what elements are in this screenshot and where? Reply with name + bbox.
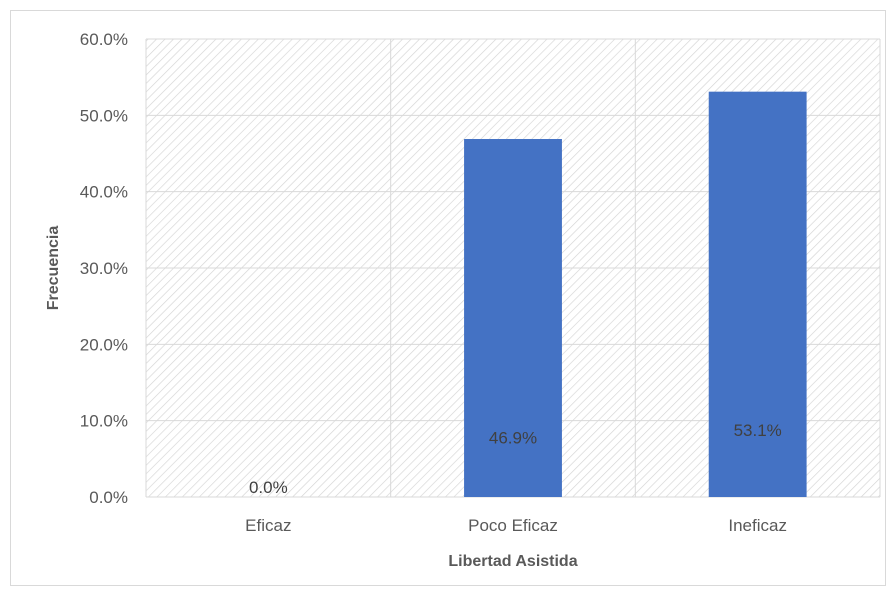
data-label: 46.9%	[489, 428, 537, 447]
x-axis-categories: Eficaz Poco Eficaz Ineficaz	[245, 516, 787, 535]
y-tick-label: 60.0%	[80, 30, 128, 49]
x-category-label: Eficaz	[245, 516, 291, 535]
y-tick-label: 20.0%	[80, 335, 128, 354]
y-tick-label: 0.0%	[89, 488, 128, 507]
data-labels: 0.0% 46.9% 53.1%	[249, 421, 782, 497]
bar	[464, 138, 562, 497]
x-category-label: Poco Eficaz	[468, 516, 558, 535]
y-tick-label: 10.0%	[80, 412, 128, 431]
bars	[464, 91, 807, 498]
x-axis-title: Libertad Asistida	[448, 553, 577, 570]
y-tick-label: 50.0%	[80, 106, 128, 125]
bar	[708, 91, 807, 498]
y-tick-label: 30.0%	[80, 259, 128, 278]
y-tick-label: 40.0%	[80, 183, 128, 202]
y-axis-title: Frecuencia	[45, 226, 62, 311]
data-label: 0.0%	[249, 478, 288, 497]
y-axis-ticks: 0.0% 10.0% 20.0% 30.0% 40.0% 50.0% 60.0%	[80, 30, 128, 507]
data-label: 53.1%	[734, 421, 782, 440]
x-category-label: Ineficaz	[728, 516, 787, 535]
